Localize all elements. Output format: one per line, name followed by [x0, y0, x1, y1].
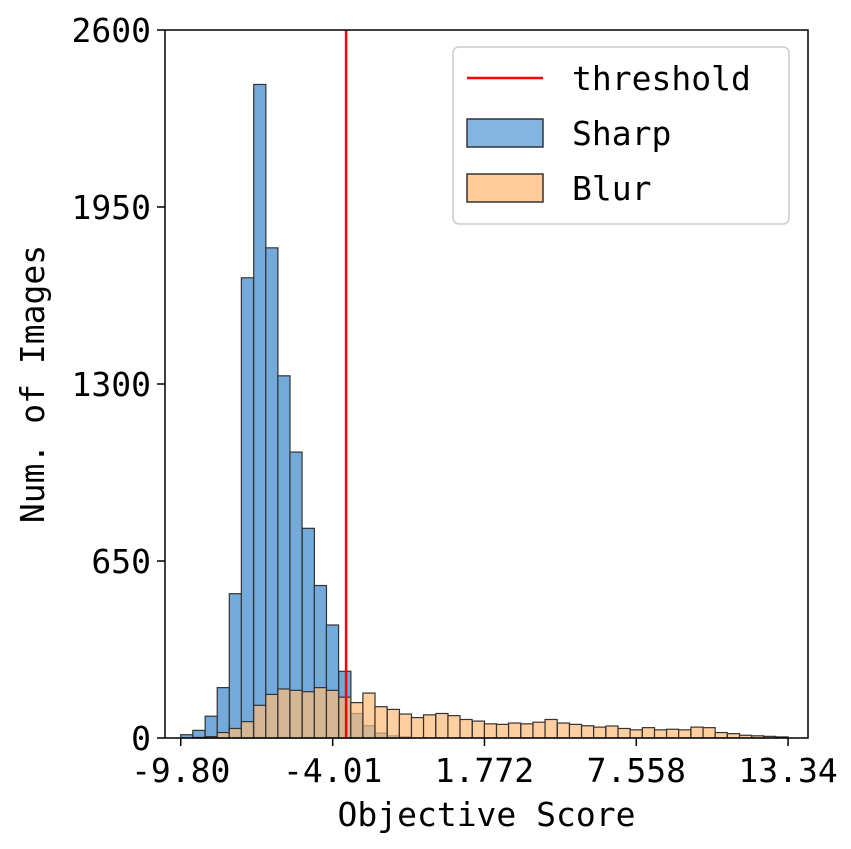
legend-sharp-label: Sharp — [572, 114, 671, 153]
x-tick-label: -9.80 — [131, 751, 230, 790]
sharp-bar — [216, 687, 230, 739]
blur-bar — [507, 722, 522, 739]
blur-bar — [690, 726, 704, 739]
blur-bar — [544, 718, 558, 739]
blur-bar — [362, 692, 376, 739]
legend-threshold-label: threshold — [572, 59, 751, 98]
blur-bar — [459, 718, 473, 739]
blur-bar — [422, 714, 437, 739]
blur-bar — [338, 696, 352, 739]
sharp-bar — [253, 83, 267, 739]
blur-bar — [605, 725, 619, 739]
legend-sharp-swatch — [466, 118, 544, 148]
x-axis-ticks: -9.80 -4.01 1.772 7.558 13.34 — [131, 738, 838, 790]
blur-bar — [253, 704, 267, 739]
blur-bar — [350, 701, 364, 739]
x-axis-label: Objective Score — [337, 795, 635, 834]
sharp-bar — [277, 375, 291, 739]
sharp-bar — [240, 277, 255, 739]
blur-bar — [313, 687, 328, 739]
blur-bar — [277, 688, 291, 739]
blur-bar — [398, 713, 413, 739]
blur-bar — [301, 691, 316, 739]
y-tick-label: 650 — [91, 542, 151, 581]
blur-bar — [678, 729, 692, 739]
blur-bar — [216, 731, 230, 739]
blur-bar — [471, 720, 486, 739]
blur-bar — [629, 729, 643, 739]
blur-bar — [568, 723, 583, 739]
x-tick-label: 7.558 — [587, 751, 686, 790]
legend-blur-label: Blur — [572, 169, 651, 208]
sharp-bar — [265, 247, 279, 739]
blur-bar — [495, 723, 510, 739]
y-axis-label: Num. of Images — [13, 245, 52, 523]
blur-bar — [714, 731, 728, 739]
sharp-bar — [204, 715, 218, 739]
blur-bar — [240, 721, 255, 739]
y-tick-label: 1950 — [72, 188, 151, 227]
blur-bar — [556, 722, 571, 739]
blur-bar — [374, 706, 388, 739]
blur-bar — [447, 715, 461, 739]
blur-bar — [289, 689, 303, 739]
blur-bar — [592, 726, 607, 739]
blur-bar — [325, 689, 340, 739]
blur-bar — [265, 693, 279, 739]
x-tick-label: 13.34 — [738, 751, 837, 790]
blur-bar — [386, 708, 401, 739]
y-tick-label: 1300 — [72, 365, 151, 404]
legend-blur-swatch — [466, 173, 544, 203]
blur-bar — [228, 727, 243, 739]
blur-bar — [520, 723, 534, 739]
x-tick-label: -4.01 — [283, 751, 382, 790]
legend: threshold Sharp Blur — [452, 46, 790, 225]
y-tick-label: 2600 — [72, 11, 151, 50]
blur-bar — [532, 721, 546, 739]
blur-bar — [702, 727, 716, 739]
blur-bar — [410, 716, 425, 739]
blur-bar — [641, 727, 656, 739]
blur-bar — [653, 729, 668, 739]
blur-bar — [580, 725, 595, 739]
y-tick-label: 0 — [131, 719, 151, 758]
y-axis-ticks: 0 650 1300 1950 2600 — [72, 11, 165, 758]
blur-bar — [483, 723, 498, 739]
blur-bar — [617, 727, 631, 739]
x-tick-label: 1.772 — [435, 751, 534, 790]
blur-bar — [665, 728, 680, 739]
blur-bar — [435, 712, 449, 739]
sharp-bar — [228, 593, 243, 739]
